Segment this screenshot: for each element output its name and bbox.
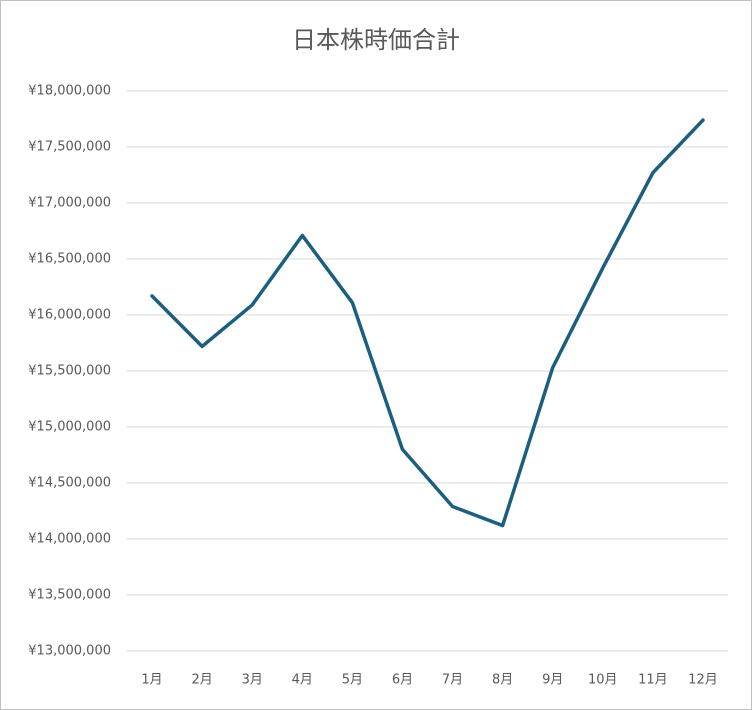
x-tick-label: 11月 bbox=[638, 673, 668, 688]
x-tick-label: 4月 bbox=[292, 673, 313, 688]
y-tick-label: ¥15,500,000 bbox=[28, 364, 111, 379]
x-tick-label: 3月 bbox=[242, 673, 263, 688]
y-tick-label: ¥18,000,000 bbox=[28, 84, 111, 99]
x-tick-label: 10月 bbox=[588, 673, 618, 688]
x-tick-label: 6月 bbox=[392, 673, 413, 688]
x-tick-label: 9月 bbox=[542, 673, 563, 688]
y-tick-label: ¥14,500,000 bbox=[28, 476, 111, 491]
y-tick-label: ¥14,000,000 bbox=[28, 532, 111, 547]
x-tick-label: 7月 bbox=[442, 673, 463, 688]
chart-title: 日本株時価合計 bbox=[292, 26, 460, 54]
data-line bbox=[150, 118, 705, 528]
y-tick-label: ¥17,500,000 bbox=[28, 140, 111, 155]
y-tick-label: ¥13,500,000 bbox=[28, 588, 111, 603]
y-tick-label: ¥17,000,000 bbox=[28, 196, 111, 211]
x-tick-label: 5月 bbox=[342, 673, 363, 688]
y-tick-label: ¥16,000,000 bbox=[28, 308, 111, 323]
y-tick-label: ¥16,500,000 bbox=[28, 252, 111, 267]
x-tick-label: 2月 bbox=[191, 673, 212, 688]
x-tick-label: 1月 bbox=[141, 673, 162, 688]
y-tick-label: ¥15,000,000 bbox=[28, 420, 111, 435]
x-tick-label: 8月 bbox=[492, 673, 513, 688]
x-tick-label: 12月 bbox=[688, 673, 718, 688]
y-tick-label: ¥13,000,000 bbox=[28, 644, 111, 659]
